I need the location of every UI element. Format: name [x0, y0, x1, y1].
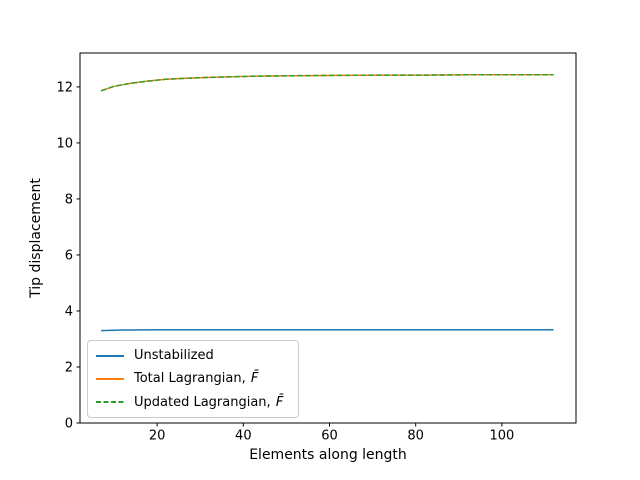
legend-label-math: F̄	[275, 394, 284, 410]
y-tick-label: 10	[56, 136, 73, 151]
legend-item-unstabilized: Unstabilized	[88, 349, 298, 362]
legend-label-math	[214, 348, 215, 363]
legend: Unstabilized Total Lagrangian, F̄ Update…	[87, 340, 299, 418]
y-tick-label: 4	[65, 304, 73, 319]
legend-item-updated-lagrangian: Updated Lagrangian, F̄	[88, 396, 298, 409]
legend-label-text: Updated Lagrangian,	[134, 394, 275, 410]
x-axis-label: Elements along length	[249, 447, 407, 463]
legend-label-text: Unstabilized	[134, 348, 214, 364]
y-tick-label: 2	[65, 360, 73, 375]
legend-label-total-lagrangian: Total Lagrangian, F̄	[134, 372, 258, 385]
series-line-1	[100, 74, 554, 92]
legend-line-sample-unstabilized	[96, 354, 124, 357]
y-tick-label: 8	[65, 192, 73, 207]
x-tick-label: 20	[149, 429, 166, 444]
x-tick-label: 100	[489, 429, 514, 444]
y-tick-label: 12	[56, 80, 73, 95]
y-tick-label: 0	[65, 417, 73, 432]
x-tick-label: 60	[321, 429, 338, 444]
legend-label-updated-lagrangian: Updated Lagrangian, F̄	[134, 396, 283, 409]
legend-line-sample-updated-lagrangian	[96, 401, 124, 404]
legend-label-math: F̄	[250, 371, 259, 387]
legend-item-total-lagrangian: Total Lagrangian, F̄	[88, 372, 298, 385]
x-tick-label: 40	[235, 429, 252, 444]
legend-label-unstabilized: Unstabilized	[134, 349, 215, 362]
series-line-0	[101, 328, 554, 332]
series-line-2	[100, 74, 554, 92]
x-tick-label: 80	[407, 429, 424, 444]
axes-spines	[79, 52, 577, 424]
y-axis-label: Tip displacement	[28, 178, 44, 298]
legend-label-text: Total Lagrangian,	[134, 371, 250, 387]
legend-line-sample-total-lagrangian	[96, 377, 124, 380]
y-tick-label: 6	[65, 248, 73, 263]
